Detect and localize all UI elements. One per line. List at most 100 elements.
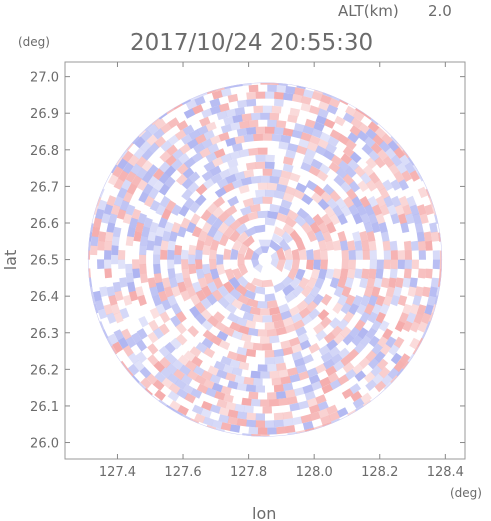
- radar-cell: [134, 136, 146, 149]
- radar-cell: [216, 110, 228, 121]
- radar-cell: [237, 214, 250, 225]
- radar-cell: [296, 300, 309, 312]
- radar-cell: [241, 82, 252, 86]
- radar-cell: [165, 200, 177, 212]
- radar-cell: [183, 157, 196, 169]
- radar-cell: [340, 205, 352, 217]
- radar-cell: [298, 307, 311, 319]
- radar-cell: [239, 303, 252, 314]
- radar-cell: [380, 277, 390, 289]
- radar-cell: [153, 179, 165, 192]
- radar-cell: [199, 147, 211, 159]
- radar-cell: [382, 328, 394, 340]
- radar-cell: [374, 156, 386, 169]
- radar-cell: [214, 321, 227, 333]
- radar-cell: [223, 225, 235, 238]
- radar-cell: [171, 204, 182, 216]
- radar-cell: [350, 117, 363, 129]
- radar-cell: [298, 400, 309, 410]
- radar-cell: [341, 259, 349, 270]
- radar-cell: [333, 333, 345, 345]
- radar-cell: [128, 290, 139, 302]
- radar-cell: [387, 140, 400, 152]
- radar-cell: [317, 309, 330, 321]
- radar-cell: [138, 191, 149, 203]
- radar-cell: [184, 392, 196, 404]
- radar-cell: [207, 365, 219, 376]
- radar-cell: [329, 379, 342, 390]
- radar-cell: [297, 333, 310, 344]
- radar-cell: [339, 326, 352, 339]
- radar-cell: [220, 385, 232, 396]
- x-tick-label: 127.8: [230, 465, 267, 480]
- radar-cell: [195, 133, 207, 145]
- radar-cell: [365, 379, 377, 392]
- radar-cell: [237, 99, 248, 108]
- radar-cell: [417, 321, 428, 333]
- radar-cell: [217, 221, 229, 234]
- radar-cell: [262, 343, 273, 351]
- radar-cell: [278, 141, 289, 150]
- radar-cell: [255, 161, 266, 169]
- radar-cell: [278, 369, 289, 378]
- radar-cell: [344, 277, 354, 289]
- radar-cell: [218, 234, 230, 247]
- radar-cell: [345, 105, 357, 117]
- radar-cell: [218, 414, 230, 424]
- radar-cell: [341, 286, 352, 298]
- x-tick-label: 128.0: [296, 465, 333, 480]
- radar-cell: [330, 325, 343, 338]
- radar-cell: [106, 286, 116, 297]
- radar-cell: [213, 311, 225, 323]
- radar-cell: [329, 317, 341, 329]
- radar-cell: [158, 323, 170, 336]
- radar-cell: [159, 150, 171, 163]
- radar-cell: [356, 204, 367, 216]
- radar-cell: [371, 303, 383, 315]
- radar-cell: [267, 182, 278, 191]
- radar-cell: [217, 296, 230, 309]
- x-tick-label: 128.2: [361, 465, 398, 480]
- radar-cell: [257, 210, 268, 219]
- radar-cell: [144, 195, 155, 208]
- radar-cell: [95, 208, 105, 220]
- radar-cell: [271, 105, 282, 114]
- radar-cell: [332, 268, 342, 280]
- radar-cell: [354, 342, 366, 354]
- radar-cell: [376, 259, 384, 270]
- radar-cell: [125, 235, 134, 247]
- radar-cell: [252, 196, 263, 205]
- radar-cell: [374, 380, 387, 393]
- radar-cell: [142, 183, 154, 195]
- radar-cell: [186, 221, 197, 234]
- radar-cell: [382, 179, 394, 191]
- radar-cell: [195, 268, 205, 280]
- radar-cell: [209, 404, 221, 414]
- radar-cell: [136, 339, 148, 352]
- radar-cell: [301, 285, 313, 298]
- radar-cell: [200, 297, 212, 310]
- radar-cell: [242, 235, 255, 248]
- radar-cell: [318, 408, 330, 419]
- radar-cell: [236, 382, 248, 392]
- radar-cell: [188, 129, 201, 140]
- radar-cell: [276, 426, 287, 435]
- radar-cell: [285, 149, 297, 159]
- radar-cell: [360, 172, 372, 185]
- radar-cell: [251, 251, 260, 260]
- radar-cell: [401, 170, 413, 182]
- radar-cell: [348, 204, 360, 217]
- radar-cell: [170, 303, 182, 315]
- radar-cell: [359, 196, 371, 208]
- radar-cell: [246, 91, 257, 100]
- radar-cell: [211, 156, 224, 168]
- radar-cell: [399, 353, 411, 365]
- radar-cell: [97, 259, 105, 269]
- radar-cell: [195, 259, 203, 270]
- radar-cell: [387, 204, 398, 216]
- radar-cell: [289, 402, 300, 412]
- radar-cell: [223, 182, 235, 193]
- radar-cell: [235, 316, 248, 327]
- radar-cell: [112, 281, 122, 293]
- radar-cell: [182, 124, 195, 136]
